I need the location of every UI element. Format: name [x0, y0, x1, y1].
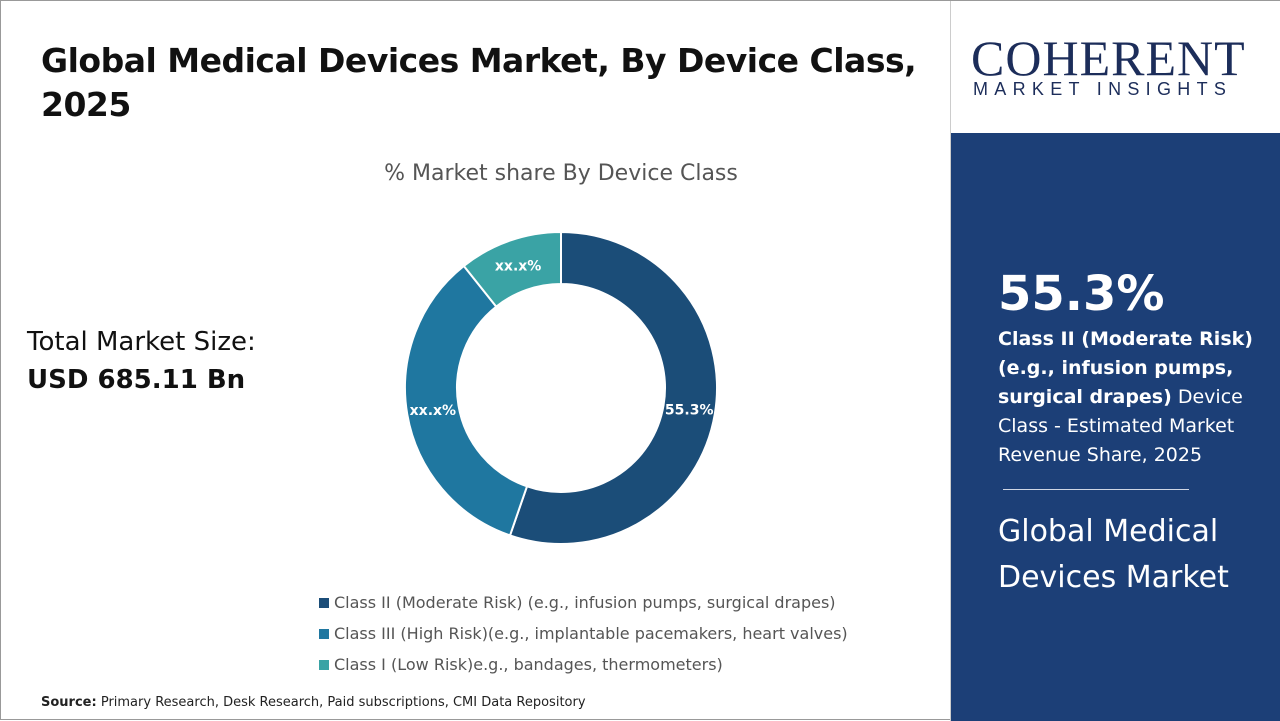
legend-swatch	[319, 659, 329, 670]
donut-slice	[404, 264, 529, 537]
source-text: Primary Research, Desk Research, Paid su…	[100, 695, 586, 710]
donut-slice	[462, 230, 562, 309]
highlight-panel: 55.3% Class II (Moderate Risk) (e.g., in…	[951, 133, 1280, 721]
logo-wordmark: COHERENT	[971, 30, 1246, 86]
divider	[1003, 489, 1189, 490]
legend-swatch	[319, 597, 329, 608]
total-market-label: Total Market Size:	[27, 327, 256, 357]
logo-tagline: MARKET INSIGHTS	[973, 79, 1233, 99]
source-note: Source: Primary Research, Desk Research,…	[41, 695, 586, 710]
data-label: 55.3%	[665, 403, 714, 419]
legend-item: Class I (Low Risk)e.g., bandages, thermo…	[319, 649, 848, 680]
highlight-segment: Class II (Moderate Risk) (e.g., infusion…	[998, 328, 1253, 408]
legend-label: Class I (Low Risk)e.g., bandages, thermo…	[334, 655, 723, 674]
legend-item: Class III (High Risk)(e.g., implantable …	[319, 618, 848, 649]
market-name: Global Medical Devices Market	[998, 514, 1229, 595]
donut-slice	[508, 230, 718, 545]
logo: COHERENT MARKET INSIGHTS	[951, 1, 1280, 133]
legend-label: Class III (High Risk)(e.g., implantable …	[334, 624, 848, 643]
highlight-value: 55.3%	[998, 266, 1165, 322]
source-label: Source:	[41, 695, 97, 710]
data-label: xx.x%	[495, 258, 541, 274]
highlight-description: Class II (Moderate Risk) (e.g., infusion…	[998, 325, 1258, 470]
highlight-text: Device Class - Estimated Market Revenue …	[998, 386, 1243, 466]
donut-chart: 55.3% xx.x% xx.x%	[404, 230, 718, 545]
side-panel: COHERENT MARKET INSIGHTS 55.3% Class II …	[950, 1, 1280, 721]
chart-title: % Market share By Device Class	[384, 161, 738, 186]
legend-item: Class II (Moderate Risk) (e.g., infusion…	[319, 587, 848, 618]
legend-label: Class II (Moderate Risk) (e.g., infusion…	[334, 593, 836, 612]
data-label: xx.x%	[410, 403, 456, 419]
total-market-value: USD 685.11 Bn	[27, 365, 246, 395]
legend: Class II (Moderate Risk) (e.g., infusion…	[319, 587, 848, 680]
legend-swatch	[319, 628, 329, 639]
page-title: Global Medical Devices Market, By Device…	[41, 41, 917, 124]
